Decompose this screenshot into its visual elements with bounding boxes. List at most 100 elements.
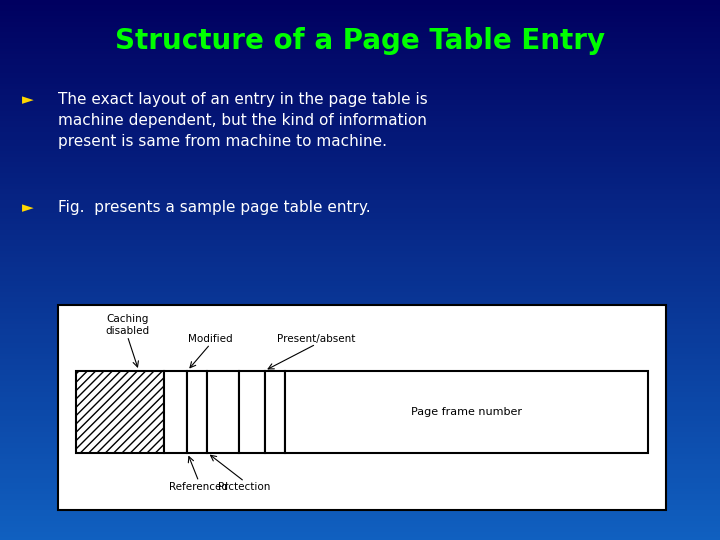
Bar	[0, 40, 720, 43]
Bar	[0, 346, 720, 348]
Bar	[0, 138, 720, 140]
Bar	[0, 202, 720, 205]
Bar	[0, 321, 720, 324]
Bar	[0, 113, 720, 116]
Bar	[0, 370, 720, 373]
Bar	[0, 89, 720, 92]
Bar	[0, 432, 720, 435]
Bar	[0, 448, 720, 451]
Bar	[0, 381, 720, 383]
Bar	[0, 521, 720, 524]
Bar	[0, 367, 720, 370]
Bar	[0, 51, 720, 54]
Bar	[0, 348, 720, 351]
Text: Caching
disabled: Caching disabled	[105, 314, 149, 336]
Bar	[0, 19, 720, 22]
Bar	[264, 371, 284, 453]
Bar	[0, 81, 720, 84]
Bar	[0, 537, 720, 540]
Bar	[0, 478, 720, 481]
Bar	[187, 371, 207, 453]
Bar	[0, 467, 720, 470]
Text: Referenced: Referenced	[169, 482, 228, 491]
Bar	[0, 340, 720, 343]
Bar	[0, 310, 720, 313]
Bar	[0, 256, 720, 259]
Bar	[0, 489, 720, 491]
Bar	[0, 200, 720, 202]
Bar	[0, 176, 720, 178]
Bar	[0, 119, 720, 122]
Bar	[0, 73, 720, 76]
Bar	[0, 443, 720, 445]
Bar	[0, 316, 720, 319]
Bar	[0, 437, 720, 440]
Bar	[0, 189, 720, 192]
Bar	[0, 0, 720, 3]
Bar	[0, 54, 720, 57]
Bar	[0, 392, 720, 394]
Text: Structure of a Page Table Entry: Structure of a Page Table Entry	[115, 27, 605, 55]
Bar	[0, 427, 720, 429]
Bar	[0, 105, 720, 108]
Text: Modified: Modified	[188, 334, 233, 344]
Bar	[0, 243, 720, 246]
Bar	[0, 378, 720, 381]
Bar	[0, 254, 720, 256]
Bar	[0, 216, 720, 219]
Bar	[0, 178, 720, 181]
Bar	[0, 502, 720, 505]
Bar	[0, 143, 720, 146]
Bar	[0, 516, 720, 518]
Bar	[0, 159, 720, 162]
Bar	[0, 429, 720, 432]
Bar	[0, 300, 720, 302]
Bar	[0, 413, 720, 416]
Bar	[0, 383, 720, 386]
Bar	[0, 127, 720, 130]
Bar	[0, 486, 720, 489]
Bar	[0, 46, 720, 49]
Bar	[0, 518, 720, 521]
Bar	[0, 11, 720, 14]
Bar	[0, 76, 720, 78]
Bar	[0, 532, 720, 535]
Bar	[0, 59, 720, 62]
Text: Present/absent: Present/absent	[277, 334, 355, 344]
Bar	[0, 494, 720, 497]
Bar	[0, 410, 720, 413]
Bar	[0, 35, 720, 38]
Text: ►: ►	[22, 92, 33, 107]
Bar	[0, 529, 720, 532]
Bar	[0, 3, 720, 5]
Bar	[0, 278, 720, 281]
Bar	[0, 238, 720, 240]
Bar	[0, 173, 720, 176]
Bar	[0, 359, 720, 362]
Bar	[0, 394, 720, 397]
Bar	[0, 170, 720, 173]
Bar	[0, 227, 720, 229]
Bar	[0, 165, 720, 167]
Bar	[239, 371, 264, 453]
Bar	[0, 275, 720, 278]
Bar	[0, 305, 720, 308]
Bar	[0, 194, 720, 197]
Bar	[207, 371, 239, 453]
Bar	[0, 418, 720, 421]
Bar	[0, 259, 720, 262]
Bar	[0, 270, 720, 273]
Bar	[0, 400, 720, 402]
Bar	[0, 246, 720, 248]
Bar	[0, 526, 720, 529]
Bar	[0, 148, 720, 151]
Bar	[0, 464, 720, 467]
Bar	[0, 335, 720, 338]
Bar	[0, 451, 720, 454]
Bar	[0, 84, 720, 86]
Bar	[0, 289, 720, 292]
Bar	[0, 68, 720, 70]
Bar	[0, 124, 720, 127]
Bar	[0, 27, 720, 30]
Bar	[0, 329, 720, 332]
